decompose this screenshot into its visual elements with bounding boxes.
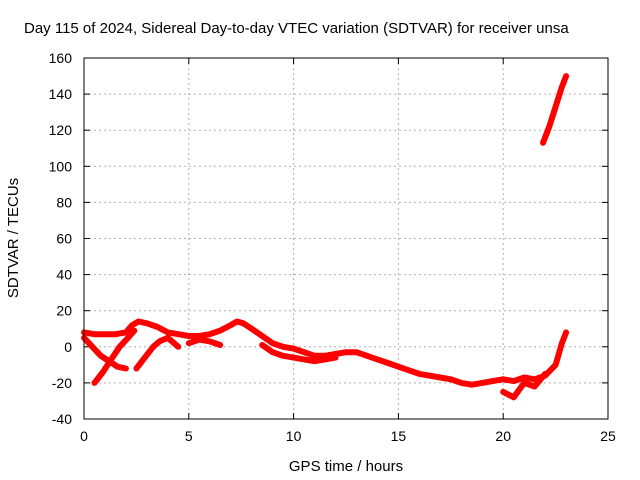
plot-frame: [83, 57, 609, 420]
grid-layer: [84, 58, 608, 419]
y-tick-label: 100: [49, 158, 73, 174]
x-tick-label: 25: [600, 428, 616, 444]
series-line-lower-band: [259, 342, 339, 365]
tick-layer: 0 5 10 15 20 25 -40 -20 0 20 40 60 80 100 120 140 160: [49, 50, 616, 444]
series-line-late-spike: [540, 73, 570, 146]
y-tick-label: 160: [49, 50, 73, 66]
series-line-main: [81, 318, 570, 388]
y-tick-label: -20: [52, 375, 72, 391]
series-line-early-cross: [91, 327, 138, 386]
y-tick-label: 80: [56, 194, 72, 210]
x-tick-label: 15: [391, 428, 407, 444]
y-tick-label: -40: [52, 411, 72, 427]
y-tick-label: 60: [56, 231, 72, 247]
series-line-rise-3h: [133, 334, 182, 372]
y-tick-label: 0: [64, 339, 72, 355]
chart-title: Day 115 of 2024, Sidereal Day-to-day VTE…: [24, 20, 569, 37]
y-axis-label: SDTVAR / TECUs: [5, 178, 22, 298]
y-tick-label: 20: [56, 303, 72, 319]
series-layer: [81, 73, 570, 401]
series-line-block-6h: [185, 336, 224, 348]
y-tick-label: 40: [56, 267, 72, 283]
x-tick-label: 20: [495, 428, 511, 444]
y-tick-label: 140: [49, 86, 73, 102]
series-line-early-drop: [81, 334, 129, 372]
x-tick-label: 5: [185, 428, 193, 444]
x-tick-label: 0: [80, 428, 88, 444]
x-axis-label: GPS time / hours: [289, 458, 403, 475]
x-tick-label: 10: [286, 428, 302, 444]
series-line-tail-20h: [500, 370, 549, 401]
y-tick-label: 120: [49, 122, 73, 138]
